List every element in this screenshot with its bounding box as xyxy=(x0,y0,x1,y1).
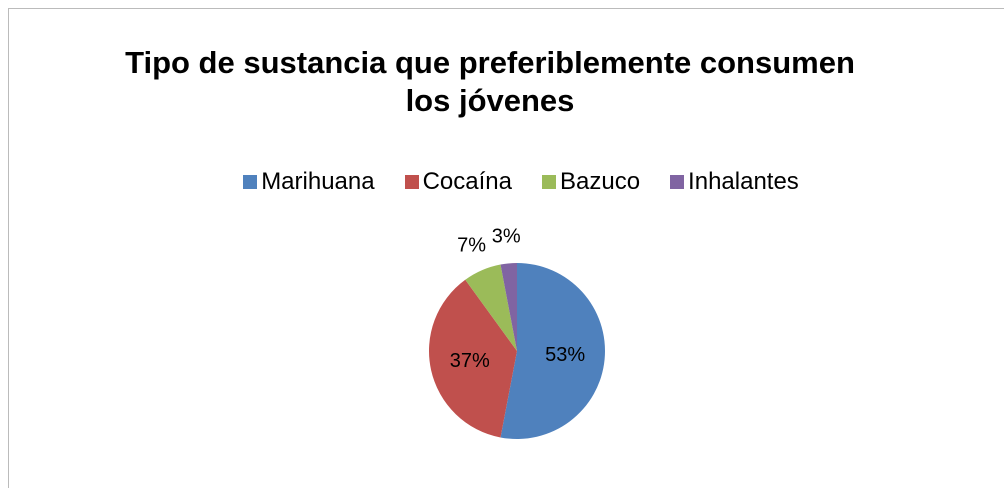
legend-item: Bazuco xyxy=(541,168,641,196)
legend-label: Cocaína xyxy=(422,168,512,195)
chart-title: Tipo de sustancia que preferiblemente co… xyxy=(125,45,855,118)
legend-item: Cocaína xyxy=(404,168,512,196)
legend-label: Marihuana xyxy=(261,168,375,195)
pie-slice xyxy=(500,263,605,439)
pie-slice xyxy=(428,279,517,438)
legend-swatch xyxy=(541,175,556,189)
legend-label: Inhalantes xyxy=(688,168,799,195)
legend-item: Inhalantes xyxy=(670,168,799,196)
legend-swatch xyxy=(404,175,419,189)
legend-label: Bazuco xyxy=(559,168,641,195)
data-label: 3% xyxy=(492,225,521,247)
data-label: 7% xyxy=(457,234,486,256)
data-label: 37% xyxy=(450,350,490,372)
legend-item: Marihuana xyxy=(243,168,375,196)
legend: Marihuana Cocaína Bazuco Inhalantes xyxy=(0,168,1004,196)
legend-swatch xyxy=(243,175,258,189)
data-label: 53% xyxy=(545,344,585,366)
pie-slice xyxy=(500,263,517,351)
legend-swatch xyxy=(670,175,685,189)
chart-frame xyxy=(8,8,1004,488)
pie-slice xyxy=(465,264,517,351)
